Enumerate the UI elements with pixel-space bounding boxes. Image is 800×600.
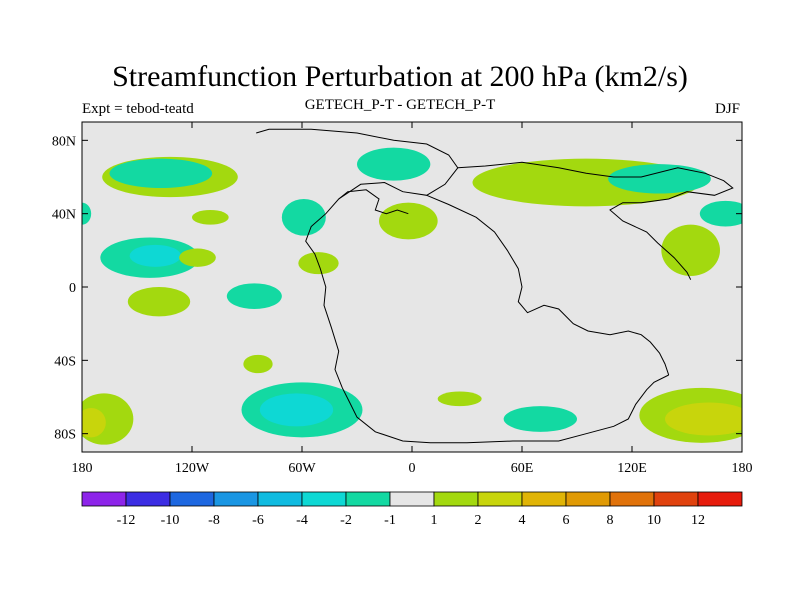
colorbar-swatch: [125, 491, 171, 507]
equatorial-negative-blob: [226, 283, 282, 309]
colorbar-swatch: [257, 491, 303, 507]
colorbar-label: -6: [252, 513, 264, 528]
colorbar-label: 6: [563, 513, 570, 528]
contour-fill-layer: [82, 147, 742, 445]
e-pacific-positive-blob: [179, 248, 216, 267]
sw-edge-core-blob: [82, 408, 106, 438]
s-indian-negative-blob: [503, 406, 577, 432]
colorbar-swatch: [389, 491, 435, 507]
pangea-west-coastline: [256, 128, 669, 444]
model-label: GETECH_P-T - GETECH_P-T: [304, 97, 496, 113]
se-core-blob: [665, 402, 742, 436]
colorbar-swatch: [653, 491, 699, 507]
colorbar-label: -12: [117, 513, 136, 528]
colorbar-label: -10: [161, 513, 180, 528]
n-pacific-negative-blob: [109, 158, 213, 188]
y-tick-label: 80S: [54, 428, 76, 443]
central-europe-coastline: [338, 189, 409, 215]
x-tick-label: 60E: [511, 461, 534, 476]
colorbar-swatch: [697, 491, 743, 507]
x-tick-label: 0: [409, 461, 416, 476]
siberia-coastline: [457, 161, 734, 280]
colorbar-label: -2: [340, 513, 352, 528]
colorbar-swatch: [433, 491, 479, 507]
y-tick-label: 40S: [54, 354, 76, 369]
colorbar-label: 1: [431, 513, 438, 528]
experiment-label: Expt = tebod-teatd: [82, 101, 194, 117]
s-pacific-positive-blob: [243, 354, 273, 374]
s-atlantic-positive-blob: [437, 391, 482, 407]
n-america-negative-blob: [281, 199, 326, 236]
n-atlantic-negative-blob: [357, 147, 431, 181]
colorbar-swatch: [301, 491, 347, 507]
x-tick-label: 180: [732, 461, 753, 476]
colorbar-label: 10: [647, 513, 661, 528]
colorbar-label: 2: [475, 513, 482, 528]
colorbar-label: -4: [296, 513, 308, 528]
season-label: DJF: [714, 101, 740, 117]
x-tick-label: 120W: [175, 461, 210, 476]
asia-negative-blob: [608, 164, 711, 194]
colorbar-swatch: [521, 491, 567, 507]
chart-title: Streamfunction Perturbation at 200 hPa (…: [112, 60, 688, 93]
y-tick-label: 80N: [52, 134, 76, 149]
equatorial-positive-blob: [127, 287, 191, 317]
x-tick-label: 180: [72, 461, 93, 476]
e-edge-negative-blob: [699, 200, 742, 227]
s-pacific-core-blob: [259, 393, 334, 427]
colorbar-swatch: [213, 491, 259, 507]
colorbar-swatch: [169, 491, 215, 507]
colorbar-label: 12: [691, 513, 705, 528]
colorbar-label: -1: [384, 513, 396, 528]
colorbar-label: 8: [607, 513, 614, 528]
ne-pacific-positive-blob: [192, 210, 229, 225]
colorbar-swatch: [565, 491, 611, 507]
w-pacific-positive-blob: [661, 224, 721, 276]
y-tick-label: 40N: [52, 208, 76, 223]
x-tick-label: 60W: [288, 461, 316, 476]
nw-pacific-tropical-core-blob: [129, 244, 181, 267]
colorbar-swatch: [477, 491, 523, 507]
axis-layer: 80N 40N 0 40S 80S 180 120W 60W 0 60E 120E 180: [52, 122, 753, 476]
colorbar-swatch: [609, 491, 655, 507]
europe-positive-blob: [379, 202, 438, 240]
colorbar-label: 4: [519, 513, 526, 528]
x-tick-label: 120E: [617, 461, 647, 476]
coastline-layer: [256, 128, 734, 444]
colorbar-swatch: [81, 491, 127, 507]
pangea-east-coastline: [426, 194, 670, 376]
colorbar-swatch: [345, 491, 391, 507]
colorbar: -12 -10 -8 -6 -4 -2 -1 1 2 4 6 8 10 12: [81, 491, 743, 528]
colorbar-label: -8: [208, 513, 220, 528]
y-tick-label: 0: [69, 281, 76, 296]
